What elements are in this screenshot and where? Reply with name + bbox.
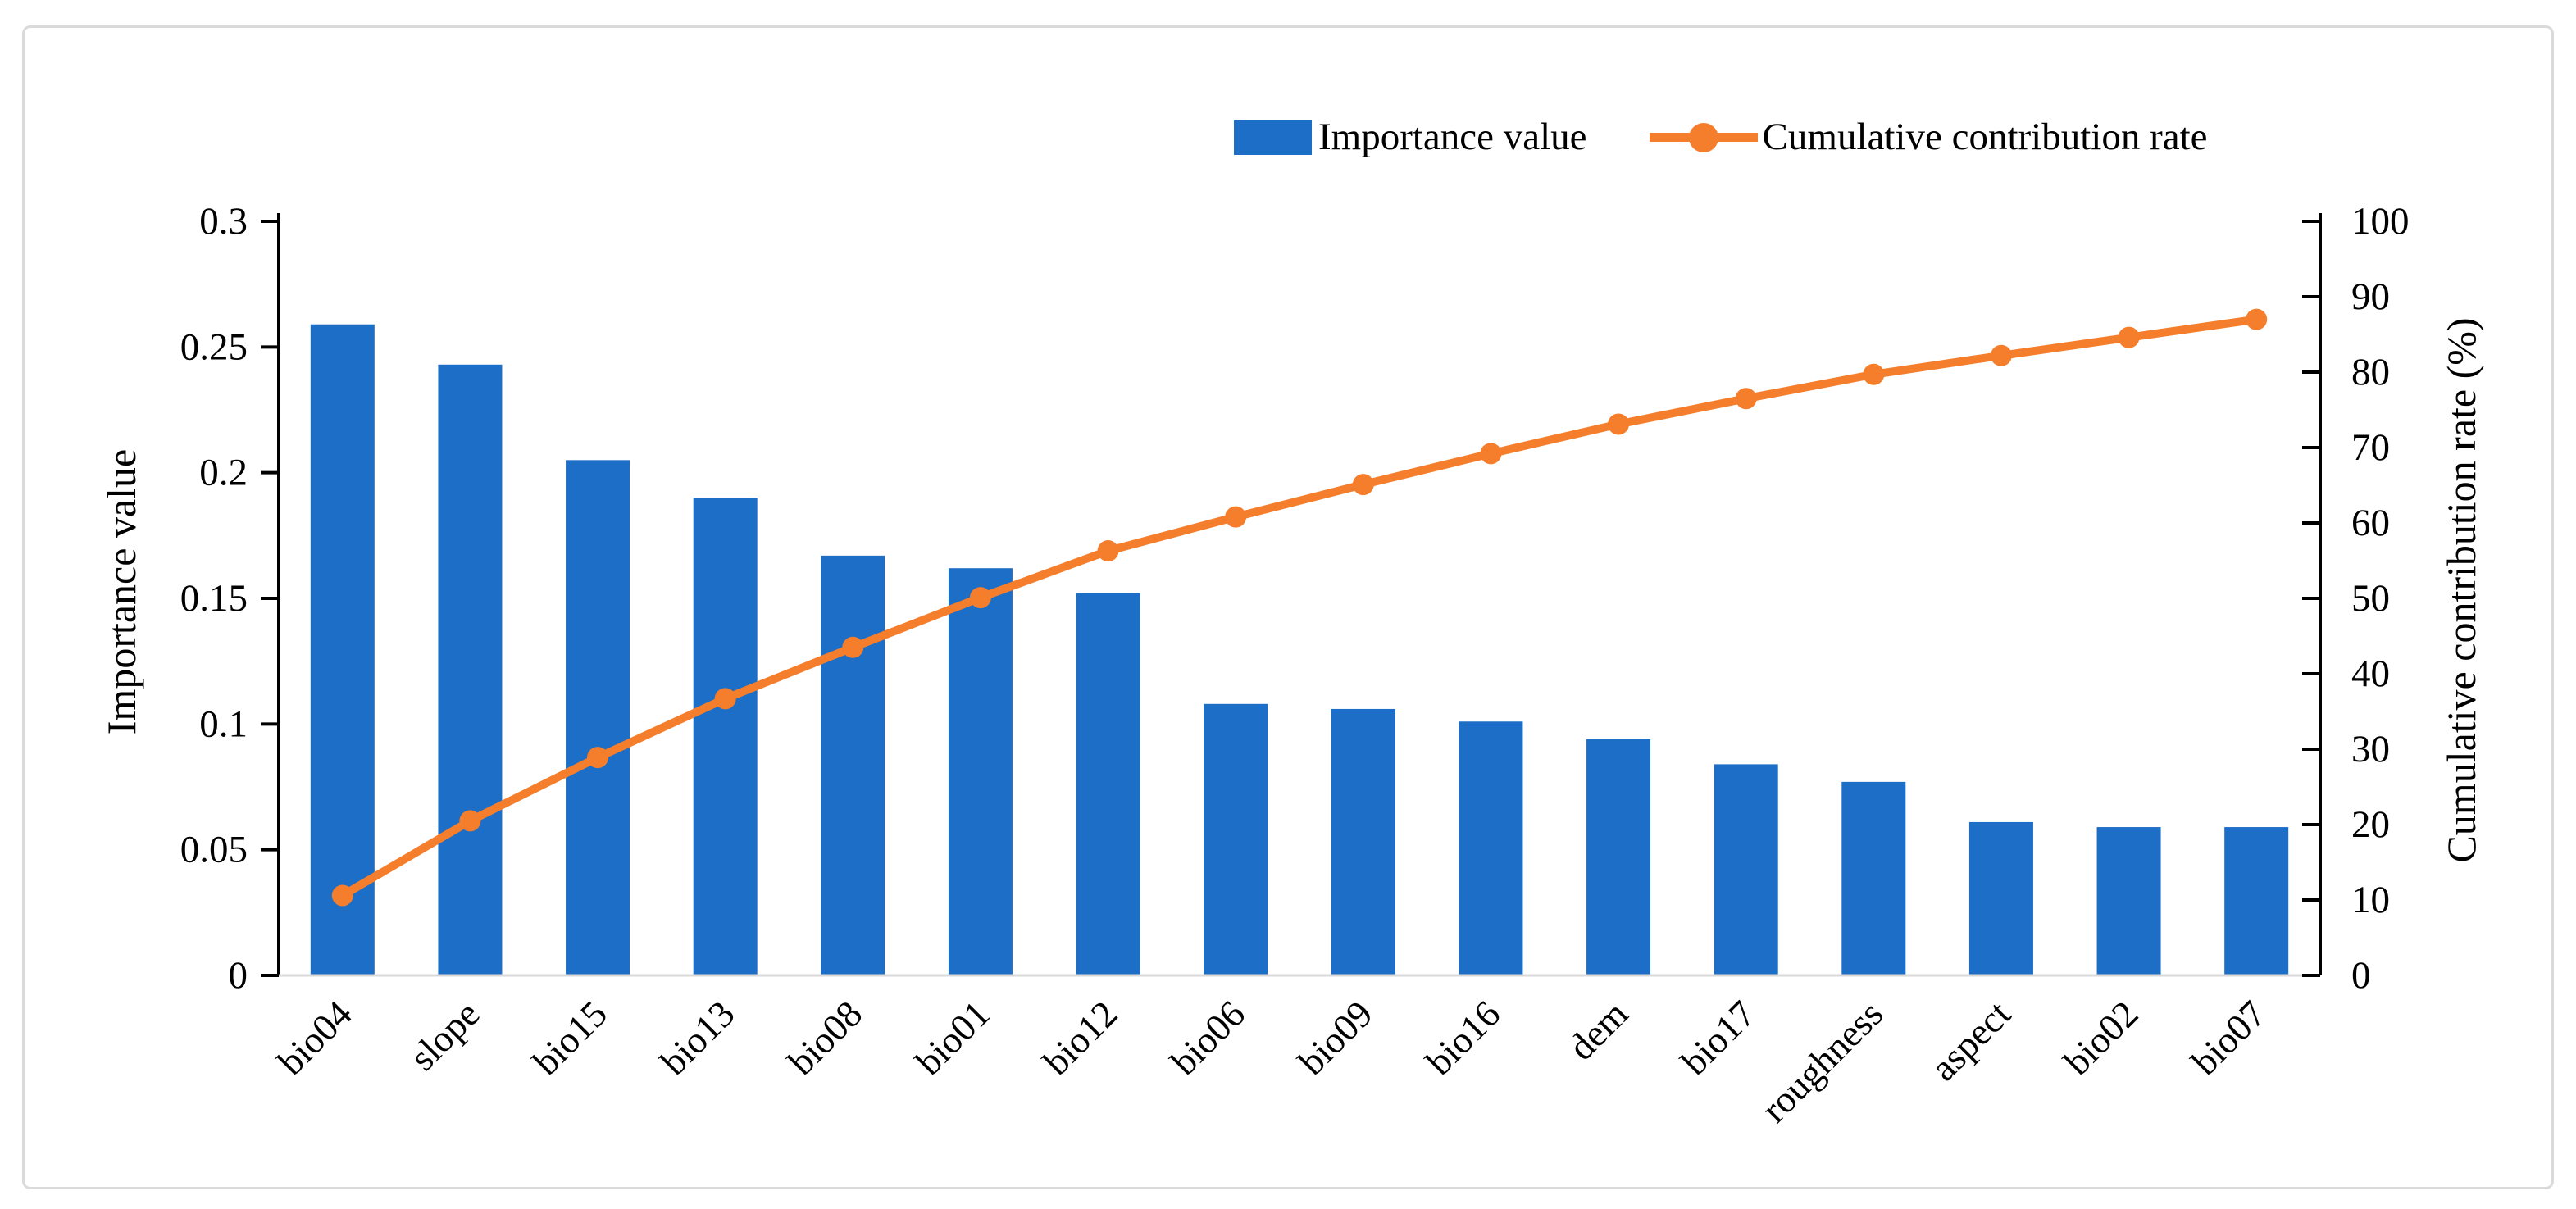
cumulative-line	[338, 315, 2261, 900]
x-category-label-bio09: bio09	[1290, 993, 1381, 1083]
marker-bio04	[331, 884, 353, 907]
bar-bio02	[2096, 827, 2161, 975]
x-category-label-aspect: aspect	[1923, 993, 2018, 1089]
bar-slope	[438, 364, 503, 975]
x-category-label-bio02: bio02	[2055, 993, 2146, 1083]
right-tick-label-20: 20	[2351, 803, 2390, 846]
left-tick-label-0: 0	[229, 954, 248, 997]
x-category-label-bio12: bio12	[1035, 993, 1125, 1083]
bar-series-swatch	[1234, 120, 1312, 155]
bar-aspect	[1968, 821, 2033, 975]
legend-item-cumulative-rate: Cumulative contribution rate	[1649, 116, 2208, 158]
bar-bio01	[948, 568, 1013, 975]
x-category-label-dem: dem	[1560, 993, 1636, 1068]
legend-label-cumulative-rate: Cumulative contribution rate	[1762, 116, 2208, 158]
x-category-label-bio06: bio06	[1163, 993, 1253, 1083]
marker-bio06	[1225, 506, 1247, 528]
legend: Importance value Cumulative contribution…	[1234, 118, 2208, 157]
bar-bio07	[2224, 827, 2289, 975]
left-tick-label-0.25: 0.25	[180, 325, 248, 368]
legend-item-importance-value: Importance value	[1234, 118, 1587, 157]
left-tick-label-0.3: 0.3	[199, 200, 248, 243]
bar-bio06	[1204, 703, 1268, 975]
bar-bio09	[1331, 708, 1395, 975]
marker-bio15	[587, 747, 609, 769]
right-tick-label-90: 90	[2351, 275, 2390, 318]
marker-slope	[459, 810, 481, 832]
bar-bio15	[566, 460, 630, 975]
x-category-label-roughness: roughness	[1753, 993, 1891, 1130]
x-category-label-bio15: bio15	[525, 993, 615, 1083]
marker-bio01	[969, 587, 991, 609]
right-tick-label-80: 80	[2351, 351, 2390, 393]
marker-roughness	[1863, 363, 1885, 385]
x-category-label-bio07: bio07	[2183, 993, 2273, 1083]
right-tick-label-70: 70	[2351, 426, 2390, 469]
bar-bio16	[1459, 721, 1523, 975]
right-tick-label-100: 100	[2351, 200, 2410, 243]
bar-roughness	[1841, 781, 1906, 975]
right-tick-label-40: 40	[2351, 652, 2390, 695]
marker-bio13	[714, 688, 736, 710]
marker-bio02	[2118, 326, 2140, 348]
right-tick-label-30: 30	[2351, 728, 2390, 770]
marker-bio17	[1735, 388, 1757, 410]
marker-bio08	[842, 636, 864, 658]
marker-bio09	[1352, 474, 1374, 496]
marker-aspect	[1990, 344, 2012, 366]
right-tick-label-0: 0	[2351, 954, 2371, 997]
x-category-label-bio08: bio08	[780, 993, 870, 1083]
right-tick-label-60: 60	[2351, 502, 2390, 544]
x-category-label-bio01: bio01	[908, 993, 998, 1083]
x-category-label-bio17: bio17	[1673, 993, 1764, 1083]
x-category-label-bio13: bio13	[653, 993, 743, 1083]
legend-label-importance-value: Importance value	[1318, 116, 1587, 158]
left-tick-label-0.15: 0.15	[180, 577, 248, 620]
marker-bio07	[2246, 308, 2268, 330]
line-series-swatch	[1649, 122, 1758, 152]
left-tick-label-0.1: 0.1	[199, 702, 248, 745]
left-tick-label-0.05: 0.05	[180, 829, 248, 871]
marker-bio16	[1480, 443, 1502, 465]
right-tick-label-50: 50	[2351, 577, 2390, 620]
bar-bio13	[693, 498, 758, 975]
line-marker-icon	[1688, 122, 1718, 152]
bar-bio08	[821, 555, 885, 975]
x-category-label-bio16: bio16	[1418, 993, 1508, 1083]
marker-dem	[1608, 413, 1630, 435]
bar-bio04	[310, 324, 375, 975]
x-category-label-bio04: bio04	[270, 993, 360, 1083]
x-category-label-slope: slope	[402, 993, 488, 1079]
left-axis-title: Importance value	[98, 448, 144, 735]
left-tick-label-0.2: 0.2	[199, 452, 248, 494]
marker-bio12	[1097, 540, 1119, 562]
bar-bio12	[1076, 593, 1140, 975]
right-axis-title: Cumulative contribution rate (%)	[2438, 317, 2484, 863]
bar-bio17	[1714, 764, 1778, 975]
bar-dem	[1586, 739, 1651, 975]
right-tick-label-10: 10	[2351, 879, 2390, 921]
